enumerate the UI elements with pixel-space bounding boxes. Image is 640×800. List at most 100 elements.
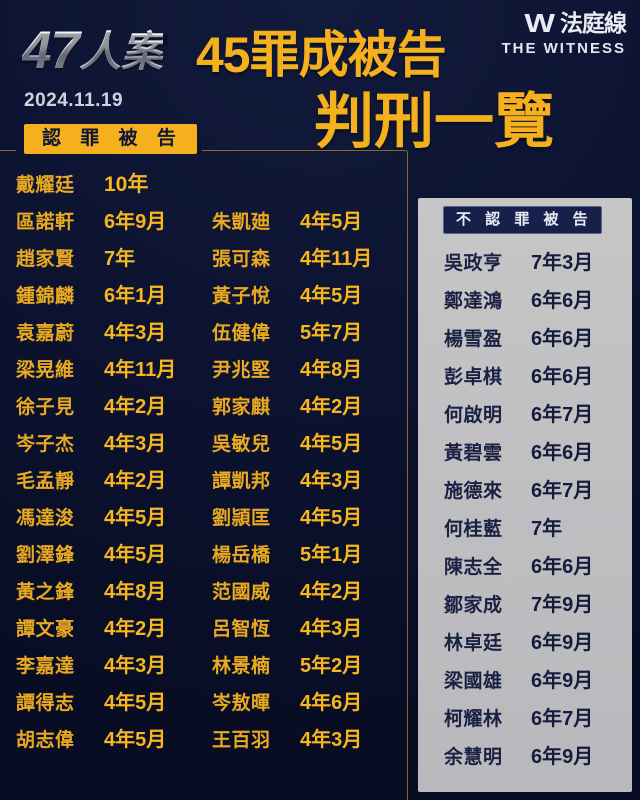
headline-secondary: 判刑一覽: [314, 88, 554, 155]
not-guilty-badge: 不 認 罪 被 告: [443, 206, 602, 234]
defendant-name: 何桂藍: [444, 519, 503, 540]
sentence-length: 4年3月: [104, 655, 167, 677]
table-row: 吳敏兒 4年5月: [212, 427, 402, 464]
table-row: 吳政亨 7年3月: [444, 246, 624, 284]
sentence-length: 6年1月: [104, 285, 167, 307]
table-row: 余慧明 6年9月: [444, 740, 624, 778]
publish-date: 2024.11.19: [24, 90, 124, 111]
table-row: 彭卓棋 6年6月: [444, 360, 624, 398]
sentence-length: 4年2月: [104, 396, 167, 418]
table-row: 柯耀林 6年7月: [444, 702, 624, 740]
case-suffix: 人案: [78, 28, 163, 75]
sentence-length: 4年5月: [300, 211, 363, 233]
table-row: 梁國雄 6年9月: [444, 664, 624, 702]
sentence-length: 6年7月: [531, 480, 594, 502]
defendant-name: 區諾軒: [16, 212, 75, 233]
table-row: 岑子杰 4年3月: [16, 427, 206, 464]
table-row: 尹兆堅 4年8月: [212, 353, 402, 390]
table-row: 林卓廷 6年9月: [444, 626, 624, 664]
table-row: 黃碧雲 6年6月: [444, 436, 624, 474]
sentence-length: 6年6月: [531, 328, 594, 350]
defendant-name: 毛孟靜: [16, 471, 75, 492]
table-row: 戴耀廷 10年: [16, 168, 206, 205]
sentence-length: 6年7月: [531, 404, 594, 426]
header: 47人案 2024.11.19 45罪成被告 判刑一覽 W 法庭線 THE WI…: [0, 0, 640, 196]
sentence-length: 7年: [104, 248, 136, 270]
sentence-length: 4年11月: [300, 248, 373, 270]
defendant-name: 楊雪盈: [444, 329, 503, 350]
sentence-length: 4年3月: [300, 729, 363, 751]
defendant-name: 林景楠: [212, 656, 271, 677]
guilty-column-middle: 朱凱廸 4年5月 張可森 4年11月 黃子悅 4年5月 伍健偉 5年7月 尹兆堅 4年8月 郭家麒 4…: [212, 205, 402, 760]
table-row: 徐子見 4年2月: [16, 390, 206, 427]
defendant-name: 余慧明: [444, 747, 503, 768]
table-row: 李嘉達 4年3月: [16, 649, 206, 686]
sentence-length: 4年3月: [104, 322, 167, 344]
defendant-name: 施德來: [444, 481, 503, 502]
sentence-length: 6年6月: [531, 366, 594, 388]
logo-name-cjk: 法庭線: [560, 9, 627, 36]
not-guilty-panel: 不 認 罪 被 告 吳政亨 7年3月 鄭達鴻 6年6月 楊雪盈 6年6月 彭卓棋 6年6月 何啟…: [418, 198, 632, 792]
sentence-length: 6年6月: [531, 290, 594, 312]
table-row: 胡志偉 4年5月: [16, 723, 206, 760]
sentence-length: 4年2月: [300, 396, 363, 418]
sentence-length: 4年8月: [300, 359, 363, 381]
defendant-name: 趙家賢: [16, 249, 75, 270]
headline-primary: 45罪成被告: [196, 27, 447, 83]
sentence-length: 10年: [104, 173, 149, 196]
sentence-length: 4年5月: [104, 692, 167, 714]
defendant-name: 譚文豪: [16, 619, 75, 640]
defendant-name: 譚得志: [16, 693, 75, 714]
table-row: 梁晃維 4年11月: [16, 353, 206, 390]
defendant-name: 楊岳橋: [212, 545, 271, 566]
defendant-name: 梁晃維: [16, 360, 75, 381]
defendant-name: 張可森: [212, 249, 271, 270]
defendant-name: 鍾錦麟: [16, 286, 75, 307]
defendant-name: 劉澤鋒: [16, 545, 75, 566]
sentence-length: 7年: [531, 518, 563, 540]
table-row: 王百羽 4年3月: [212, 723, 402, 760]
witness-logo: W 法庭線 THE WITNESS: [501, 8, 627, 56]
sentence-length: 4年2月: [104, 618, 167, 640]
defendant-name: 尹兆堅: [212, 360, 271, 381]
sentence-length: 4年3月: [300, 470, 363, 492]
table-row: 鄭達鴻 6年6月: [444, 284, 624, 322]
defendant-name: 王百羽: [212, 730, 271, 751]
defendant-name: 劉頴匡: [212, 508, 271, 529]
sentence-length: 6年9月: [531, 746, 594, 768]
defendant-name: 陳志全: [444, 557, 503, 578]
defendant-name: 岑子杰: [16, 434, 75, 455]
table-row: 譚凱邦 4年3月: [212, 464, 402, 501]
sentence-length: 6年6月: [531, 442, 594, 464]
defendant-name: 胡志偉: [16, 730, 75, 751]
defendant-name: 郭家麒: [212, 397, 271, 418]
defendant-name: 黃子悅: [212, 286, 271, 307]
defendant-name: 吳政亨: [444, 253, 503, 274]
sentence-length: 6年9月: [531, 670, 594, 692]
sentence-length: 4年5月: [104, 507, 167, 529]
guilty-column-left: 戴耀廷 10年 區諾軒 6年9月 趙家賢 7年 鍾錦麟 6年1月 袁嘉蔚 4年3月 梁晃維 4年1…: [16, 168, 206, 760]
table-row: 毛孟靜 4年2月: [16, 464, 206, 501]
defendant-name: 柯耀林: [444, 709, 503, 730]
sentence-length: 4年8月: [104, 581, 167, 603]
defendant-name: 李嘉達: [16, 656, 75, 677]
sentence-length: 4年6月: [300, 692, 363, 714]
sentence-length: 6年9月: [531, 632, 594, 654]
table-row: 郭家麒 4年2月: [212, 390, 402, 427]
sentence-length: 7年9月: [531, 594, 594, 616]
table-row: 楊岳橋 5年1月: [212, 538, 402, 575]
table-row: 何桂藍 7年: [444, 512, 624, 550]
guilty-plea-badge: 認 罪 被 告: [24, 124, 197, 154]
defendant-name: 林卓廷: [444, 633, 503, 654]
sentence-length: 4年3月: [104, 433, 167, 455]
defendant-name: 岑敖暉: [212, 693, 271, 714]
table-row: 施德來 6年7月: [444, 474, 624, 512]
table-row: 袁嘉蔚 4年3月: [16, 316, 206, 353]
sentence-length: 4年5月: [300, 507, 363, 529]
sentence-length: 4年5月: [300, 285, 363, 307]
defendant-name: 鄭達鴻: [444, 291, 503, 312]
defendant-name: 黃碧雲: [444, 443, 503, 464]
not-guilty-rows: 吳政亨 7年3月 鄭達鴻 6年6月 楊雪盈 6年6月 彭卓棋 6年6月 何啟明 6年7月 黃碧雲 6年…: [444, 246, 624, 778]
logo-w-mark-icon: W: [524, 8, 556, 38]
defendant-name: 黃之鋒: [16, 582, 75, 603]
